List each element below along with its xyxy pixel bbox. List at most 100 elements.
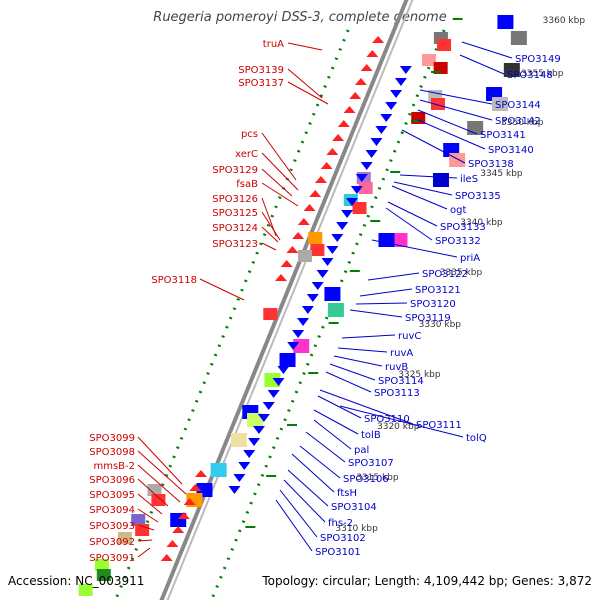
gene-arrow-right <box>331 234 344 242</box>
gene-arrow-left <box>354 78 367 85</box>
gene-arrow-right <box>267 390 280 398</box>
gene-arrow-right <box>301 306 314 314</box>
gene-arrow-left <box>320 162 333 169</box>
gene-label-right: SPO3138 <box>468 159 514 170</box>
gene-label-right: SPO3113 <box>374 388 420 399</box>
label-connector-left <box>261 226 279 243</box>
label-connector-left <box>287 42 323 51</box>
gene-block-left <box>437 39 452 51</box>
gene-arrow-right <box>228 486 241 494</box>
gene-block-left <box>94 559 109 571</box>
label-connector-left <box>137 464 181 503</box>
gene-arrow-left <box>372 36 385 43</box>
label-connector-left <box>261 182 299 207</box>
gene-label-right: tolQ <box>466 433 487 444</box>
label-connector-right <box>319 389 414 425</box>
gene-arrow-left <box>177 512 190 519</box>
gene-arrow-right <box>394 78 407 86</box>
gene-label-left: xerC <box>235 149 258 160</box>
gene-arrow-right <box>248 438 261 446</box>
gene-label-right: pal <box>354 445 369 456</box>
gene-arrow-left <box>326 148 339 155</box>
gene-label-right: SPO3133 <box>440 222 486 233</box>
label-connector-right <box>417 109 478 135</box>
label-connector-right <box>275 499 313 552</box>
gene-arrow-left <box>349 92 362 99</box>
gene-label-right: SPO3144 <box>495 100 541 111</box>
label-connector-right <box>283 479 326 523</box>
label-connector-left <box>261 242 277 251</box>
scale-tick-label: 3315 kbp <box>356 473 399 483</box>
gene-label-left: SPO3126 <box>212 194 258 205</box>
gene-arrow-right <box>380 114 393 122</box>
label-connector-right <box>329 363 376 381</box>
label-connector-right <box>355 302 408 305</box>
gene-label-left: SPO3092 <box>89 537 135 548</box>
gene-block-right <box>503 63 520 77</box>
gene-arrow-right <box>341 210 354 218</box>
label-connector-right <box>287 469 329 507</box>
gene-label-left: SPO3093 <box>89 521 135 532</box>
gene-block-left <box>263 308 278 320</box>
gene-arrow-right <box>243 450 256 458</box>
gene-arrow-right <box>287 342 300 350</box>
gene-label-left: SPO3094 <box>89 505 135 516</box>
gene-arrow-right <box>370 138 383 146</box>
gene-arrow-left <box>309 190 322 197</box>
outer-left-rail <box>115 29 350 599</box>
gene-arrow-right <box>297 318 310 326</box>
gene-label-right: SPO3121 <box>415 285 461 296</box>
gene-arrow-left <box>314 176 327 183</box>
gene-label-right: SPO3142 <box>495 116 541 127</box>
gene-label-right: SPO3102 <box>320 533 366 544</box>
gene-block-right <box>247 413 264 427</box>
gene-block-left <box>430 98 445 110</box>
gene-label-right: priA <box>460 253 480 264</box>
label-connector-right <box>339 405 464 438</box>
gene-label-right: SPO3135 <box>455 191 501 202</box>
gene-arrow-right <box>311 282 324 290</box>
gene-arrow-right <box>262 402 275 410</box>
gene-label-right: ogt <box>450 205 466 216</box>
gene-block-left <box>297 250 312 262</box>
label-connector-left <box>137 547 151 558</box>
label-connector-right <box>349 309 403 318</box>
label-connector-right <box>387 201 438 227</box>
gene-label-left: truA <box>263 39 284 50</box>
gene-label-right: SPO3106 <box>343 474 389 485</box>
gene-label-right: SPO3141 <box>480 130 526 141</box>
gene-block-left <box>308 232 323 244</box>
label-connector-right <box>313 409 359 435</box>
gene-block-right <box>324 287 341 301</box>
gene-arrow-left <box>303 204 316 211</box>
gene-label-right: SPO3132 <box>435 236 481 247</box>
gene-block-right <box>449 153 466 167</box>
gene-label-right: SPO3122 <box>422 269 468 280</box>
gene-arrow-right <box>233 474 246 482</box>
gene-label-left: SPO3123 <box>212 239 258 250</box>
gene-label-left: SPO3125 <box>212 208 258 219</box>
gene-label-left: mmsB-2 <box>93 461 135 472</box>
gene-arrow-right <box>336 222 349 230</box>
label-connector-left <box>287 68 323 99</box>
label-connector-right <box>317 395 362 419</box>
gene-label-left: SPO3091 <box>89 553 135 564</box>
label-connector-right <box>391 185 448 210</box>
scale-tick-label: 3340 kbp <box>460 218 503 228</box>
scale-tick-label: 3330 kbp <box>419 320 462 330</box>
label-connector-left <box>137 524 155 531</box>
gene-label-right: SPO3149 <box>515 54 561 65</box>
label-connector-left <box>137 450 187 495</box>
gene-arrow-right <box>252 426 265 434</box>
gene-label-right: ftsH <box>337 488 357 499</box>
gene-block-left <box>352 202 367 214</box>
topology-text: Topology: circular; Length: 4,109,442 bp… <box>262 574 592 588</box>
gene-block-left <box>96 569 111 581</box>
label-connector-right <box>341 334 396 339</box>
gene-arrow-left <box>166 540 179 547</box>
gene-arrow-right <box>257 414 270 422</box>
gene-block-right <box>510 31 527 45</box>
gene-label-right: SPO3110 <box>364 414 410 425</box>
gene-label-left: SPO3118 <box>151 275 197 286</box>
backbone-inner-line <box>166 0 414 600</box>
